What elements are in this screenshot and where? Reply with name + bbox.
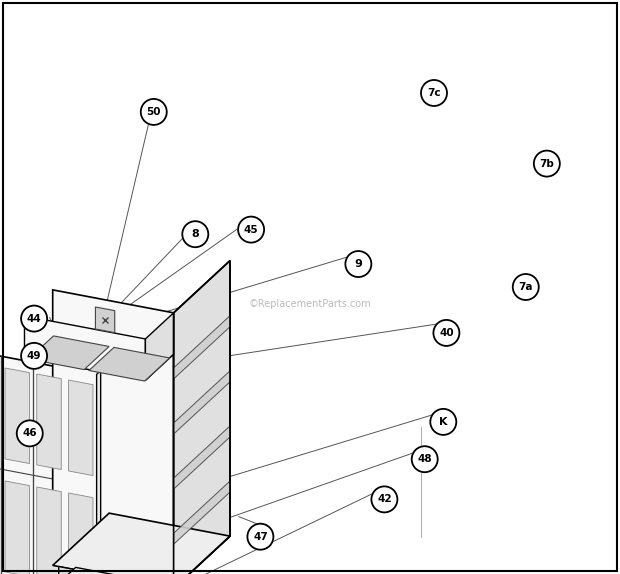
- Circle shape: [421, 80, 447, 106]
- Circle shape: [430, 409, 456, 435]
- Polygon shape: [59, 567, 185, 574]
- Text: 7a: 7a: [518, 282, 533, 292]
- Polygon shape: [95, 307, 115, 333]
- Polygon shape: [59, 567, 167, 574]
- Polygon shape: [174, 481, 230, 544]
- Polygon shape: [174, 261, 230, 574]
- Polygon shape: [5, 481, 30, 574]
- Polygon shape: [174, 316, 230, 379]
- Text: 46: 46: [22, 428, 37, 439]
- Polygon shape: [174, 371, 230, 434]
- Circle shape: [433, 320, 459, 346]
- Circle shape: [238, 216, 264, 243]
- Polygon shape: [37, 487, 61, 574]
- Polygon shape: [69, 493, 93, 574]
- Polygon shape: [145, 313, 174, 380]
- Text: 9: 9: [355, 259, 362, 269]
- Circle shape: [182, 221, 208, 247]
- Polygon shape: [25, 331, 174, 380]
- Text: K: K: [439, 417, 448, 427]
- Text: 44: 44: [27, 313, 42, 324]
- Polygon shape: [69, 380, 93, 476]
- Text: ©ReplacementParts.com: ©ReplacementParts.com: [249, 299, 371, 309]
- Polygon shape: [97, 371, 100, 574]
- Circle shape: [371, 486, 397, 513]
- Text: 45: 45: [244, 224, 259, 235]
- Circle shape: [412, 446, 438, 472]
- Polygon shape: [37, 374, 61, 470]
- Circle shape: [17, 420, 43, 447]
- Text: 50: 50: [146, 107, 161, 117]
- Text: 7b: 7b: [539, 158, 554, 169]
- Circle shape: [141, 99, 167, 125]
- Polygon shape: [29, 336, 109, 370]
- Polygon shape: [174, 426, 230, 489]
- Polygon shape: [0, 350, 97, 574]
- Polygon shape: [89, 347, 170, 381]
- Circle shape: [21, 343, 47, 369]
- Text: 7c: 7c: [427, 88, 441, 98]
- Polygon shape: [53, 513, 230, 574]
- Circle shape: [534, 150, 560, 177]
- Circle shape: [21, 305, 47, 332]
- Polygon shape: [53, 290, 174, 574]
- Circle shape: [247, 523, 273, 550]
- Polygon shape: [25, 316, 145, 380]
- Text: 42: 42: [377, 494, 392, 505]
- Text: 48: 48: [417, 454, 432, 464]
- Polygon shape: [0, 572, 100, 574]
- Text: 40: 40: [439, 328, 454, 338]
- Text: 49: 49: [27, 351, 42, 361]
- Circle shape: [513, 274, 539, 300]
- Text: 8: 8: [192, 229, 199, 239]
- Circle shape: [345, 251, 371, 277]
- Text: 47: 47: [253, 532, 268, 542]
- Polygon shape: [5, 368, 30, 464]
